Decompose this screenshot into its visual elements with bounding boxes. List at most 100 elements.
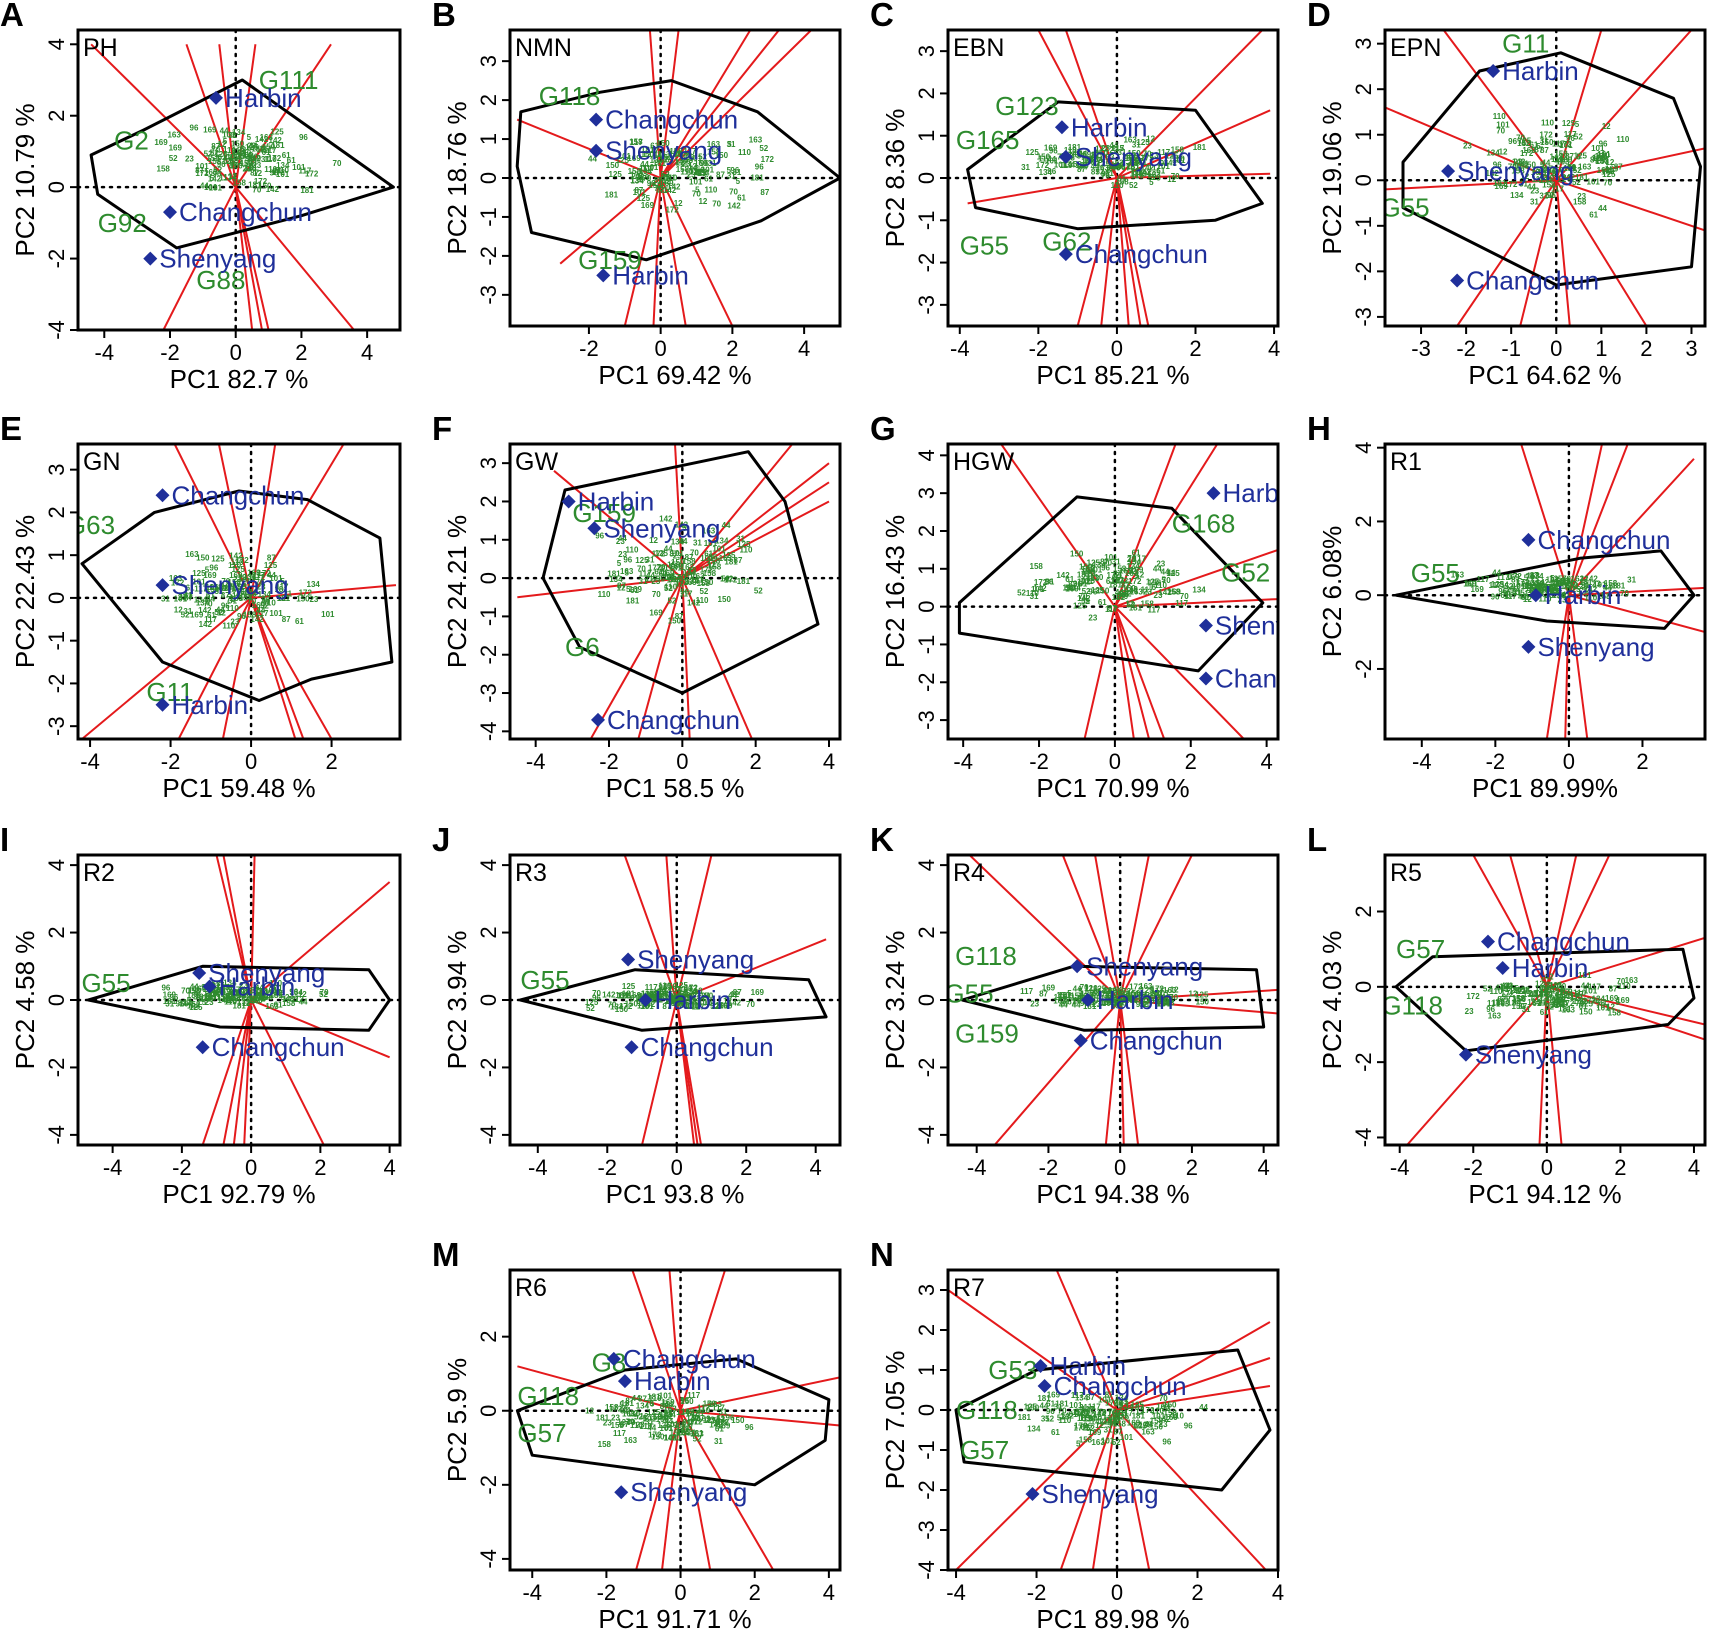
genotype-point: 44	[1125, 1403, 1134, 1412]
genotype-point: 163	[749, 135, 763, 144]
genotype-point: 12	[716, 1415, 725, 1424]
polygon-hull	[954, 1348, 1272, 1492]
genotype-point: 44	[1199, 1403, 1208, 1412]
genotype-point: 163	[255, 987, 269, 996]
genotype-point: 181	[1612, 582, 1626, 591]
genotype-point: 52	[664, 1412, 673, 1421]
genotype-point: 5	[1156, 173, 1161, 182]
sector-line	[1113, 444, 1177, 607]
genotype-point: 172	[1115, 576, 1129, 585]
genotype-point: 12	[1562, 577, 1571, 586]
genotype-point: 5	[617, 559, 622, 568]
x-tick-label: -2	[160, 340, 180, 365]
genotype-point: 125	[1545, 587, 1559, 596]
genotype-point: 87	[1060, 999, 1069, 1008]
sector-line	[1076, 177, 1118, 326]
genotype-point: 125	[1562, 119, 1576, 128]
genotype-point: 142	[250, 615, 264, 624]
genotype-point: 12	[228, 172, 237, 181]
genotype-point: 52	[1572, 178, 1581, 187]
genotype-point: 134	[658, 987, 672, 996]
genotype-point: 158	[1113, 564, 1127, 573]
sector-line	[948, 1289, 1118, 1411]
x-tick-label: 2	[750, 749, 762, 774]
sector-line	[589, 577, 684, 739]
genotype-point: 96	[299, 133, 308, 142]
genotype-label: G53	[988, 1355, 1037, 1385]
genotype-point: 61	[1093, 987, 1102, 996]
genotype-point: 5	[1545, 992, 1550, 1001]
genotype-point: 181	[596, 1413, 610, 1422]
genotype-point: 61	[1558, 591, 1567, 600]
genotype-point: 44	[1115, 588, 1124, 597]
genotype-point: 70	[642, 174, 651, 183]
sector-line	[1555, 30, 1603, 181]
y-tick-label: -4	[44, 1125, 69, 1145]
genotype-point: 110	[1493, 112, 1506, 121]
genotype-point: 169	[1605, 994, 1619, 1003]
genotype-point: 117	[642, 164, 655, 173]
sector-line	[1116, 30, 1263, 179]
environment-label: Shenyang	[1086, 951, 1203, 981]
genotype-point: 23	[636, 1421, 645, 1430]
genotype-point: 87	[634, 186, 643, 195]
genotype-point: 142	[675, 521, 689, 530]
genotype-point: 70	[1098, 1408, 1107, 1417]
genotype-point: 52	[1545, 1002, 1554, 1011]
genotype-point: 52	[667, 596, 676, 605]
sector-line	[652, 177, 662, 326]
genotype-point: 12	[1146, 135, 1155, 144]
genotype-point: 150	[664, 982, 678, 991]
sector-line	[250, 444, 345, 599]
genotype-point: 23	[688, 566, 697, 575]
genotype-point: 12	[298, 990, 307, 999]
sector-line	[681, 462, 830, 579]
genotype-point: 125	[1093, 985, 1107, 994]
genotype-point: 23	[1465, 1007, 1474, 1016]
genotype-point: 23	[231, 993, 240, 1002]
genotype-point: 31	[283, 589, 292, 598]
y-tick-label: 2	[914, 525, 939, 537]
genotype-point: 125	[668, 150, 682, 159]
genotype-point: 87	[685, 553, 694, 562]
genotype-point: 87	[734, 556, 743, 565]
genotype-point: 61	[1538, 168, 1547, 177]
x-tick-label: -2	[1029, 749, 1049, 774]
genotype-point: 117	[1157, 148, 1170, 157]
x-axis-title: PC1 82.7 %	[170, 364, 309, 394]
genotype-point: 44	[1581, 982, 1590, 991]
genotype-point: 117	[697, 1404, 710, 1413]
genotype-point: 142	[1539, 991, 1553, 1000]
genotype-point: 70	[1557, 982, 1566, 991]
genotype-point: 169	[222, 986, 236, 995]
genotype-label: G55	[960, 231, 1009, 261]
genotype-point: 142	[255, 135, 269, 144]
genotype-point: 5	[727, 140, 732, 149]
genotype-point: 23	[239, 981, 248, 990]
genotype-point: 70	[1169, 993, 1178, 1002]
genotype-point: 96	[623, 555, 632, 564]
genotype-point: 12	[1539, 996, 1548, 1005]
environment-label: Shenyang	[172, 570, 289, 600]
genotype-point: 44	[249, 141, 258, 150]
genotype-point: 101	[1111, 1002, 1125, 1011]
genotype-point: 23	[682, 159, 691, 168]
sector-line	[1083, 606, 1116, 739]
environment-marker	[1054, 120, 1069, 135]
genotype-point: 110	[696, 596, 709, 605]
genotype-point: 23	[1077, 994, 1086, 1003]
genotype-point: 150	[1056, 991, 1070, 1000]
genotype-point: 181	[1579, 578, 1593, 587]
sector-line	[517, 577, 683, 599]
genotype-point: 158	[707, 557, 721, 566]
panel-letter: D	[1307, 0, 1331, 33]
genotype-point: 181	[615, 991, 629, 1000]
x-axis-title: PC1 94.12 %	[1468, 1179, 1621, 1209]
genotype-point: 23	[687, 170, 696, 179]
genotype-label: G63	[66, 510, 115, 540]
x-axis-title: PC1 94.38 %	[1036, 1179, 1189, 1209]
genotype-point: 158	[1167, 587, 1181, 596]
genotype-point: 110	[738, 148, 751, 157]
genotype-point: 87	[733, 988, 742, 997]
genotype-point: 150	[188, 986, 202, 995]
